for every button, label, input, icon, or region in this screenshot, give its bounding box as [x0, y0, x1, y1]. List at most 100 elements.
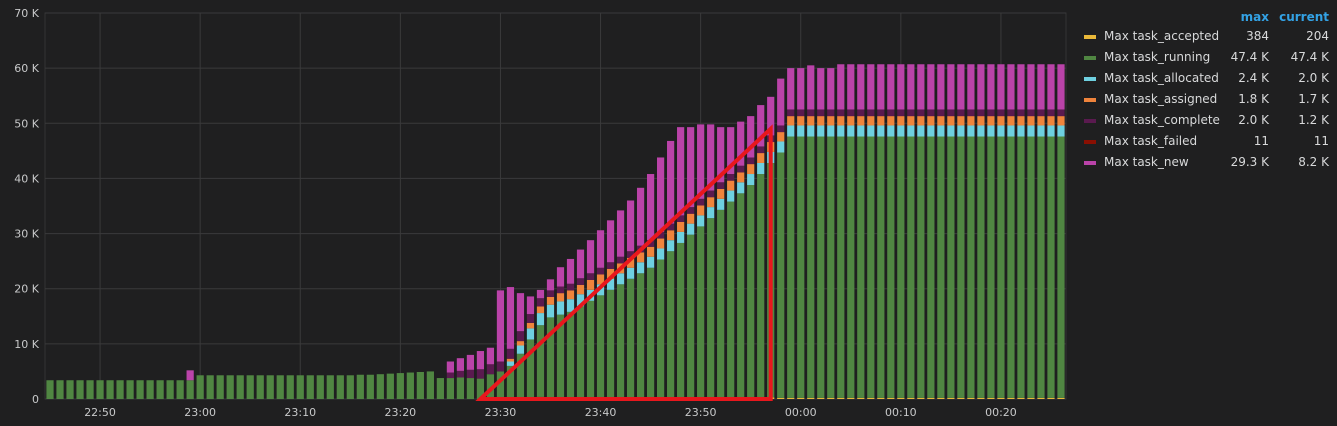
bar-segment[interactable]	[516, 293, 525, 332]
bar-segment[interactable]	[927, 64, 935, 110]
bar-segment[interactable]	[1017, 116, 1025, 126]
bar-segment[interactable]	[987, 397, 995, 399]
bar-segment[interactable]	[847, 109, 855, 117]
bar-segment[interactable]	[586, 300, 595, 398]
bar-segment[interactable]	[687, 223, 695, 235]
bar-segment[interactable]	[156, 380, 164, 399]
bar-segment[interactable]	[727, 190, 735, 202]
bar-segment[interactable]	[737, 182, 745, 194]
bar-segment[interactable]	[366, 374, 374, 399]
bar-segment[interactable]	[626, 257, 635, 268]
bar-segment[interactable]	[526, 328, 535, 340]
bar-segment[interactable]	[186, 370, 194, 381]
bar-segment[interactable]	[817, 397, 825, 399]
bar-segment[interactable]	[286, 375, 294, 399]
bar-segment[interactable]	[707, 218, 715, 398]
bar-segment[interactable]	[817, 136, 825, 398]
bar-segment[interactable]	[606, 268, 615, 279]
bar-segment[interactable]	[937, 109, 945, 117]
bar-segment[interactable]	[66, 380, 74, 399]
bar-segment[interactable]	[356, 374, 364, 399]
bar-segment[interactable]	[536, 325, 545, 397]
bar-segment[interactable]	[166, 380, 174, 399]
bar-segment[interactable]	[897, 397, 905, 399]
bar-segment[interactable]	[346, 375, 354, 399]
bar-segment[interactable]	[616, 210, 625, 257]
bar-segment[interactable]	[1027, 116, 1035, 126]
bar-segment[interactable]	[476, 369, 485, 379]
bar-segment[interactable]	[1017, 397, 1025, 399]
bar-segment[interactable]	[586, 279, 595, 290]
bar-segment[interactable]	[897, 116, 905, 126]
bar-segment[interactable]	[436, 378, 444, 399]
bar-segment[interactable]	[1007, 125, 1015, 137]
legend-series-name[interactable]: Max task_new	[1104, 155, 1189, 169]
bar-segment[interactable]	[266, 375, 274, 399]
bar-segment[interactable]	[807, 116, 815, 126]
bar-segment[interactable]	[1037, 136, 1045, 398]
bar-segment[interactable]	[606, 262, 615, 269]
bar-segment[interactable]	[707, 197, 715, 208]
bar-segment[interactable]	[1057, 136, 1065, 398]
bar-segment[interactable]	[246, 375, 254, 399]
bar-segment[interactable]	[827, 397, 835, 399]
legend-item[interactable]: Max task_allocated 2.4 K 2.0 K	[1078, 68, 1333, 89]
bar-segment[interactable]	[1017, 136, 1025, 398]
bar-segment[interactable]	[877, 116, 885, 126]
bar-segment[interactable]	[516, 345, 525, 354]
bar-segment[interactable]	[997, 109, 1005, 117]
bar-segment[interactable]	[857, 397, 865, 399]
bar-segment[interactable]	[967, 64, 975, 110]
bar-segment[interactable]	[1047, 397, 1055, 399]
bar-segment[interactable]	[326, 375, 334, 399]
bar-segment[interactable]	[576, 294, 585, 307]
bar-segment[interactable]	[797, 125, 805, 137]
bar-segment[interactable]	[877, 397, 885, 399]
bar-segment[interactable]	[827, 125, 835, 137]
bar-segment[interactable]	[506, 358, 515, 362]
legend-item[interactable]: Max task_running 47.4 K 47.4 K	[1078, 47, 1333, 68]
bar-segment[interactable]	[957, 397, 965, 399]
bar-segment[interactable]	[867, 136, 875, 398]
bar-segment[interactable]	[927, 125, 935, 137]
bar-segment[interactable]	[396, 373, 404, 399]
bar-segment[interactable]	[496, 290, 505, 362]
bar-segment[interactable]	[907, 116, 915, 126]
bar-segment[interactable]	[727, 201, 735, 398]
bar-segment[interactable]	[657, 231, 665, 239]
bar-segment[interactable]	[1017, 109, 1025, 117]
bar-segment[interactable]	[96, 380, 104, 399]
legend-item[interactable]: Max task_new 29.3 K 8.2 K	[1078, 152, 1333, 173]
bar-segment[interactable]	[1007, 116, 1015, 126]
bar-segment[interactable]	[606, 289, 615, 398]
bar-segment[interactable]	[186, 380, 194, 399]
bar-segment[interactable]	[556, 267, 565, 287]
bar-segment[interactable]	[827, 68, 835, 110]
bar-segment[interactable]	[1037, 397, 1045, 399]
bar-segment[interactable]	[416, 371, 424, 399]
bar-segment[interactable]	[887, 64, 895, 110]
bar-segment[interactable]	[947, 109, 955, 117]
bar-segment[interactable]	[777, 397, 785, 399]
bar-segment[interactable]	[1037, 64, 1045, 110]
bar-segment[interactable]	[566, 258, 575, 284]
bar-segment[interactable]	[757, 162, 765, 175]
bar-segment[interactable]	[987, 116, 995, 126]
bar-segment[interactable]	[837, 125, 845, 137]
bar-segment[interactable]	[867, 116, 875, 126]
bar-segment[interactable]	[1057, 125, 1065, 137]
bar-segment[interactable]	[877, 64, 885, 110]
bar-segment[interactable]	[1057, 116, 1065, 126]
bar-segment[interactable]	[306, 375, 314, 399]
bar-segment[interactable]	[1007, 397, 1015, 399]
legend-item[interactable]: Max task_accepted 384 204	[1078, 26, 1333, 47]
bar-segment[interactable]	[907, 125, 915, 137]
bar-segment[interactable]	[146, 380, 154, 399]
bar-segment[interactable]	[817, 116, 825, 126]
bar-segment[interactable]	[596, 230, 605, 268]
bar-segment[interactable]	[226, 375, 234, 399]
bar-segment[interactable]	[476, 378, 485, 399]
bar-segment[interactable]	[616, 256, 625, 264]
bar-segment[interactable]	[576, 249, 585, 279]
bar-segment[interactable]	[837, 397, 845, 399]
